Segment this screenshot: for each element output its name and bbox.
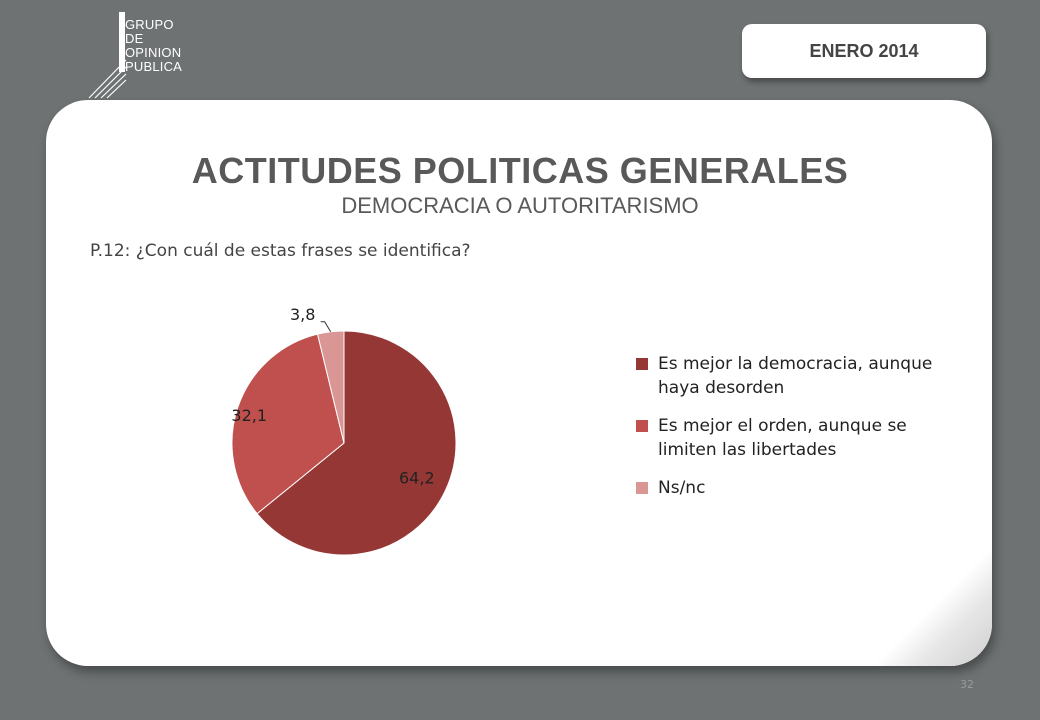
chart-legend: Es mejor la democracia, aunque haya deso… [636,352,956,514]
page-title: ACTITUDES POLITICAS GENERALES [191,150,849,191]
legend-swatch [636,420,648,432]
legend-label: Es mejor la democracia, aunque haya deso… [658,354,933,398]
page-subtitle: DEMOCRACIA O AUTORITARISMO [341,193,699,218]
question-text: P.12: ¿Con cuál de estas frases se ident… [90,241,471,261]
logo-line: PUBLICA [125,59,183,74]
data-label: 64,2 [399,469,435,488]
legend-swatch [636,358,648,370]
pie-slice [316,330,345,444]
logo-line: GRUPO [125,17,174,32]
page-number: 32 [960,678,974,691]
data-label: 3,8 [290,305,315,324]
content-card [46,100,992,666]
date-badge: ENERO 2014 [742,24,986,78]
legend-label: Es mejor el orden, aunque se limiten las… [658,416,907,460]
data-label: 32,1 [231,406,267,425]
legend-item: Es mejor el orden, aunque se limiten las… [636,414,956,462]
legend-label: Ns/nc [658,478,706,498]
logo-mark-icon [88,12,127,99]
legend-swatch [636,482,648,494]
logo-text: GRUPO DE OPINION PUBLICA [125,18,182,74]
page-curl [872,546,992,666]
pie-slice [256,330,457,556]
pie-slice [231,333,345,515]
logo-line: OPINION [125,45,182,60]
legend-item: Ns/nc [636,476,956,500]
logo-line: DE [125,31,144,46]
legend-item: Es mejor la democracia, aunque haya deso… [636,352,956,400]
leader-line [320,321,332,333]
